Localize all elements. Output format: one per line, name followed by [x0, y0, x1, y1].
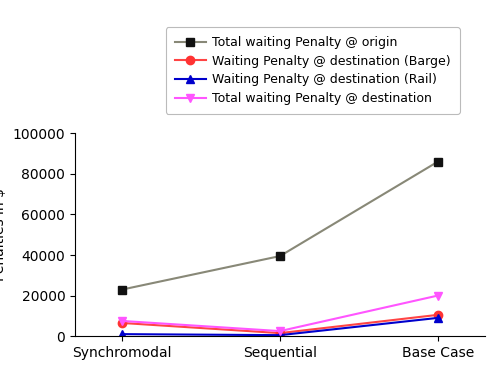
- Waiting Penalty @ destination (Barge): [434, 312, 440, 317]
- Line: Waiting Penalty @ destination (Barge): Waiting Penalty @ destination (Barge): [118, 311, 442, 337]
- Total waiting Penalty @ origin: [120, 287, 126, 292]
- Y-axis label: Penalties in $: Penalties in $: [0, 188, 7, 281]
- Line: Total waiting Penalty @ origin: Total waiting Penalty @ origin: [118, 158, 442, 294]
- Waiting Penalty @ destination (Rail): [434, 316, 440, 320]
- Total waiting Penalty @ origin: [277, 254, 283, 258]
- Legend: Total waiting Penalty @ origin, Waiting Penalty @ destination (Barge), Waiting P: Total waiting Penalty @ origin, Waiting …: [166, 28, 460, 114]
- Total waiting Penalty @ origin: [434, 159, 440, 164]
- Total waiting Penalty @ destination: [120, 319, 126, 323]
- Waiting Penalty @ destination (Rail): [120, 332, 126, 337]
- Waiting Penalty @ destination (Barge): [277, 331, 283, 335]
- Total waiting Penalty @ destination: [277, 329, 283, 333]
- Waiting Penalty @ destination (Rail): [277, 333, 283, 337]
- Total waiting Penalty @ destination: [434, 293, 440, 298]
- Waiting Penalty @ destination (Barge): [120, 320, 126, 325]
- Line: Total waiting Penalty @ destination: Total waiting Penalty @ destination: [118, 291, 442, 335]
- Line: Waiting Penalty @ destination (Rail): Waiting Penalty @ destination (Rail): [118, 314, 442, 339]
